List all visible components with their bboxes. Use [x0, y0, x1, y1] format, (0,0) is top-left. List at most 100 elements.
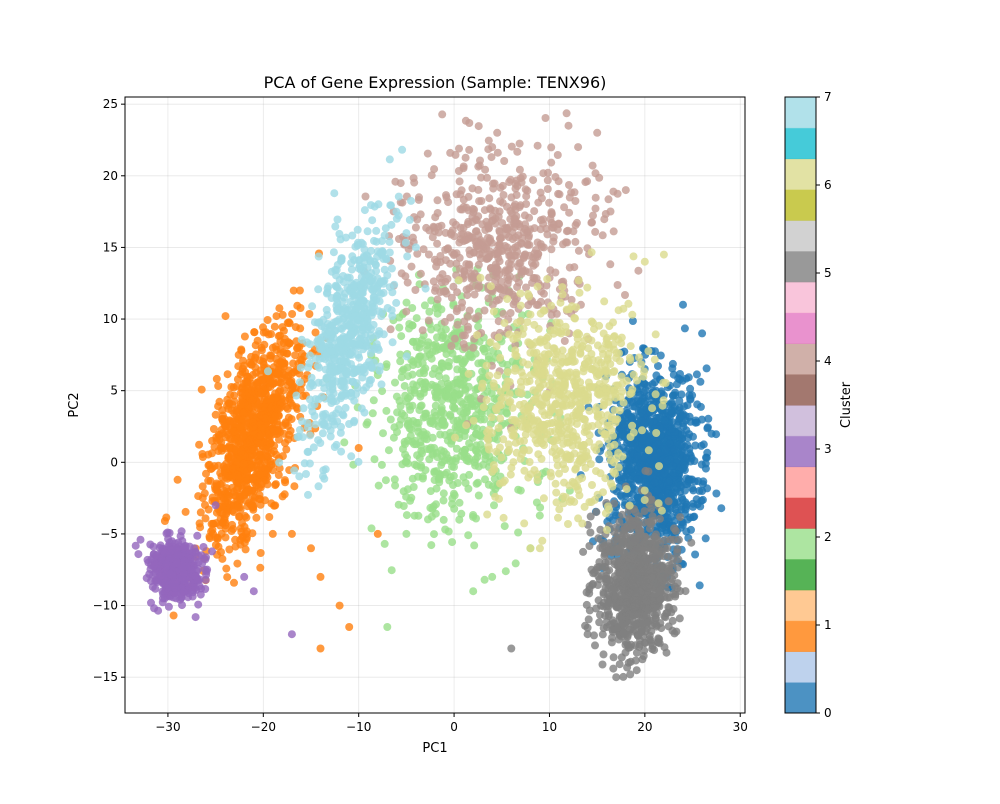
data-point	[483, 174, 491, 182]
data-point	[495, 227, 503, 235]
data-point	[222, 460, 230, 468]
data-point	[571, 197, 579, 205]
data-point	[464, 485, 472, 493]
data-point	[402, 308, 410, 316]
data-point	[534, 239, 542, 247]
data-point	[548, 311, 556, 319]
data-point	[600, 552, 608, 560]
data-point	[605, 195, 613, 203]
data-point	[499, 182, 507, 190]
data-point	[698, 487, 706, 495]
data-point	[235, 513, 243, 521]
data-point	[655, 499, 663, 507]
data-point	[260, 477, 268, 485]
data-point	[150, 604, 158, 612]
data-point	[207, 528, 215, 536]
data-point	[681, 498, 689, 506]
data-point	[688, 391, 696, 399]
data-point	[395, 501, 403, 509]
data-point	[627, 464, 635, 472]
data-point	[199, 453, 207, 461]
data-point	[375, 482, 383, 490]
data-point	[690, 457, 698, 465]
data-point	[604, 590, 612, 598]
data-point	[679, 412, 687, 420]
data-point	[676, 513, 684, 521]
data-point	[453, 376, 461, 384]
data-point	[266, 383, 274, 391]
data-point	[648, 573, 656, 581]
data-point	[595, 596, 603, 604]
data-point	[522, 200, 530, 208]
data-point	[451, 393, 459, 401]
data-point	[602, 578, 610, 586]
data-point	[284, 381, 292, 389]
data-point	[703, 454, 711, 462]
data-point	[274, 421, 282, 429]
data-point	[662, 574, 670, 582]
data-point	[551, 173, 559, 181]
data-point	[543, 275, 551, 283]
data-point	[464, 220, 472, 228]
data-point	[399, 445, 407, 453]
data-point	[546, 266, 554, 274]
data-point	[195, 552, 203, 560]
data-point	[505, 259, 513, 267]
data-point	[684, 401, 692, 409]
data-point	[421, 301, 429, 309]
data-point	[561, 337, 569, 345]
data-point	[472, 515, 480, 523]
data-point	[453, 445, 461, 453]
data-point	[491, 180, 499, 188]
data-point	[429, 342, 437, 350]
data-point	[436, 252, 444, 260]
data-point	[469, 587, 477, 595]
data-point	[635, 354, 643, 362]
data-point	[651, 479, 659, 487]
data-point	[434, 310, 442, 318]
data-point	[241, 463, 249, 471]
data-point	[435, 475, 443, 483]
data-point	[603, 618, 611, 626]
data-point	[201, 566, 209, 574]
data-point	[665, 604, 673, 612]
data-point	[530, 207, 538, 215]
data-point	[441, 431, 449, 439]
data-point	[401, 382, 409, 390]
data-point	[431, 287, 439, 295]
data-point	[488, 153, 496, 161]
data-point	[636, 560, 644, 568]
data-point	[446, 457, 454, 465]
data-point	[670, 446, 678, 454]
data-point	[434, 209, 442, 217]
data-point	[225, 492, 233, 500]
data-point	[200, 543, 208, 551]
data-point	[411, 437, 419, 445]
data-point	[284, 338, 292, 346]
data-point	[481, 576, 489, 584]
data-point	[230, 579, 238, 587]
data-point	[691, 551, 699, 559]
data-point	[589, 212, 597, 220]
data-point	[400, 412, 408, 420]
data-point	[369, 409, 377, 417]
data-point	[529, 176, 537, 184]
data-point	[379, 429, 387, 437]
data-point	[648, 540, 656, 548]
data-point	[503, 273, 511, 281]
data-point	[252, 514, 260, 522]
data-point	[547, 245, 555, 253]
data-point	[655, 635, 663, 643]
data-point	[218, 555, 226, 563]
data-point	[641, 419, 649, 427]
data-point	[395, 324, 403, 332]
data-point	[196, 523, 204, 531]
data-point	[281, 478, 289, 486]
data-point	[679, 521, 687, 529]
data-point	[468, 184, 476, 192]
data-point	[544, 185, 552, 193]
data-point	[481, 166, 489, 174]
data-point	[646, 632, 654, 640]
data-point	[461, 344, 469, 352]
data-point	[305, 310, 313, 318]
